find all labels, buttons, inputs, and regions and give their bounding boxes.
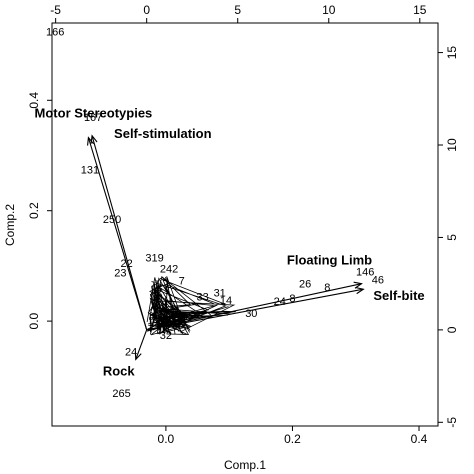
top-tick-label: 5 <box>234 3 241 17</box>
top-tick-label: 15 <box>413 3 427 17</box>
loading-arrowhead <box>355 286 365 295</box>
loading-arrow <box>135 329 148 360</box>
x-tick-label: 0.4 <box>411 432 428 446</box>
loading-arrows: Motor Stereotypies Self-stimulation Floati… <box>35 106 425 379</box>
loading-arrow <box>91 135 148 331</box>
right-tick-label: -5 <box>445 417 459 428</box>
y-tick-label: 0.2 <box>27 202 41 219</box>
x-axis-top: -5 0 5 10 15 <box>50 3 427 23</box>
loading-arrowhead <box>353 281 363 289</box>
observation-cluster <box>146 275 236 336</box>
dense-points-cluster <box>146 275 236 336</box>
top-tick-label: 10 <box>322 3 336 17</box>
observation-label: 7 <box>179 275 185 287</box>
observation-label: 8 <box>289 293 295 305</box>
y-axis-left: 0.0 0.2 0.4 <box>27 92 52 329</box>
observation-label: 14 <box>220 295 232 307</box>
observation-label: 33 <box>196 291 208 303</box>
observation-label: 24 <box>125 346 137 358</box>
observation-label: 22 <box>121 258 133 270</box>
loading-label: Self-stimulation <box>114 126 212 141</box>
x-tick-label: 0.2 <box>284 432 301 446</box>
y-tick-label: 0.0 <box>27 312 41 329</box>
observation-label: 167 <box>84 112 102 124</box>
observation-label: 23 <box>114 268 126 280</box>
loading-arrowhead <box>134 351 142 361</box>
right-tick-label: 15 <box>445 46 459 60</box>
observation-label: 131 <box>81 164 99 176</box>
plot-frame <box>51 22 439 427</box>
top-tick-label: -5 <box>50 3 61 17</box>
observation-label: 31 <box>214 287 226 299</box>
observation-label: 30 <box>245 308 257 320</box>
observation-label: 24 <box>274 296 286 308</box>
loading-label: Self-bite <box>373 288 424 303</box>
loading-arrow <box>87 137 148 331</box>
right-tick-label: 5 <box>445 234 459 241</box>
right-tick-label: 0 <box>445 326 459 333</box>
y-tick-label: 0.4 <box>27 92 41 109</box>
x-axis-label: Comp.1 <box>224 458 266 472</box>
loading-arrowhead <box>90 134 98 144</box>
observation-label: 166 <box>46 26 64 38</box>
loading-label: Motor Stereotypies <box>35 106 153 121</box>
observation-label: 8 <box>324 282 330 294</box>
observation-label: 146 <box>356 266 374 278</box>
observation-label: 250 <box>103 214 121 226</box>
x-axis-bottom: 0.0 0.2 0.4 <box>158 426 428 446</box>
loading-label: Rock <box>103 363 136 378</box>
observation-label: 319 <box>145 253 163 265</box>
x-tick-label: 0.0 <box>158 432 175 446</box>
observation-label: 26 <box>299 279 311 291</box>
observation-label: 265 <box>112 388 130 400</box>
loading-label: Floating Limb <box>287 253 372 268</box>
y-axis-label: Comp.2 <box>3 204 17 246</box>
observation-label: 46 <box>372 275 384 287</box>
y-axis-right: -5 0 5 10 15 <box>438 46 459 428</box>
right-tick-label: 10 <box>445 138 459 152</box>
top-tick-label: 0 <box>143 3 150 17</box>
observation-label: 32 <box>160 330 172 342</box>
observation-label: 242 <box>160 264 178 276</box>
